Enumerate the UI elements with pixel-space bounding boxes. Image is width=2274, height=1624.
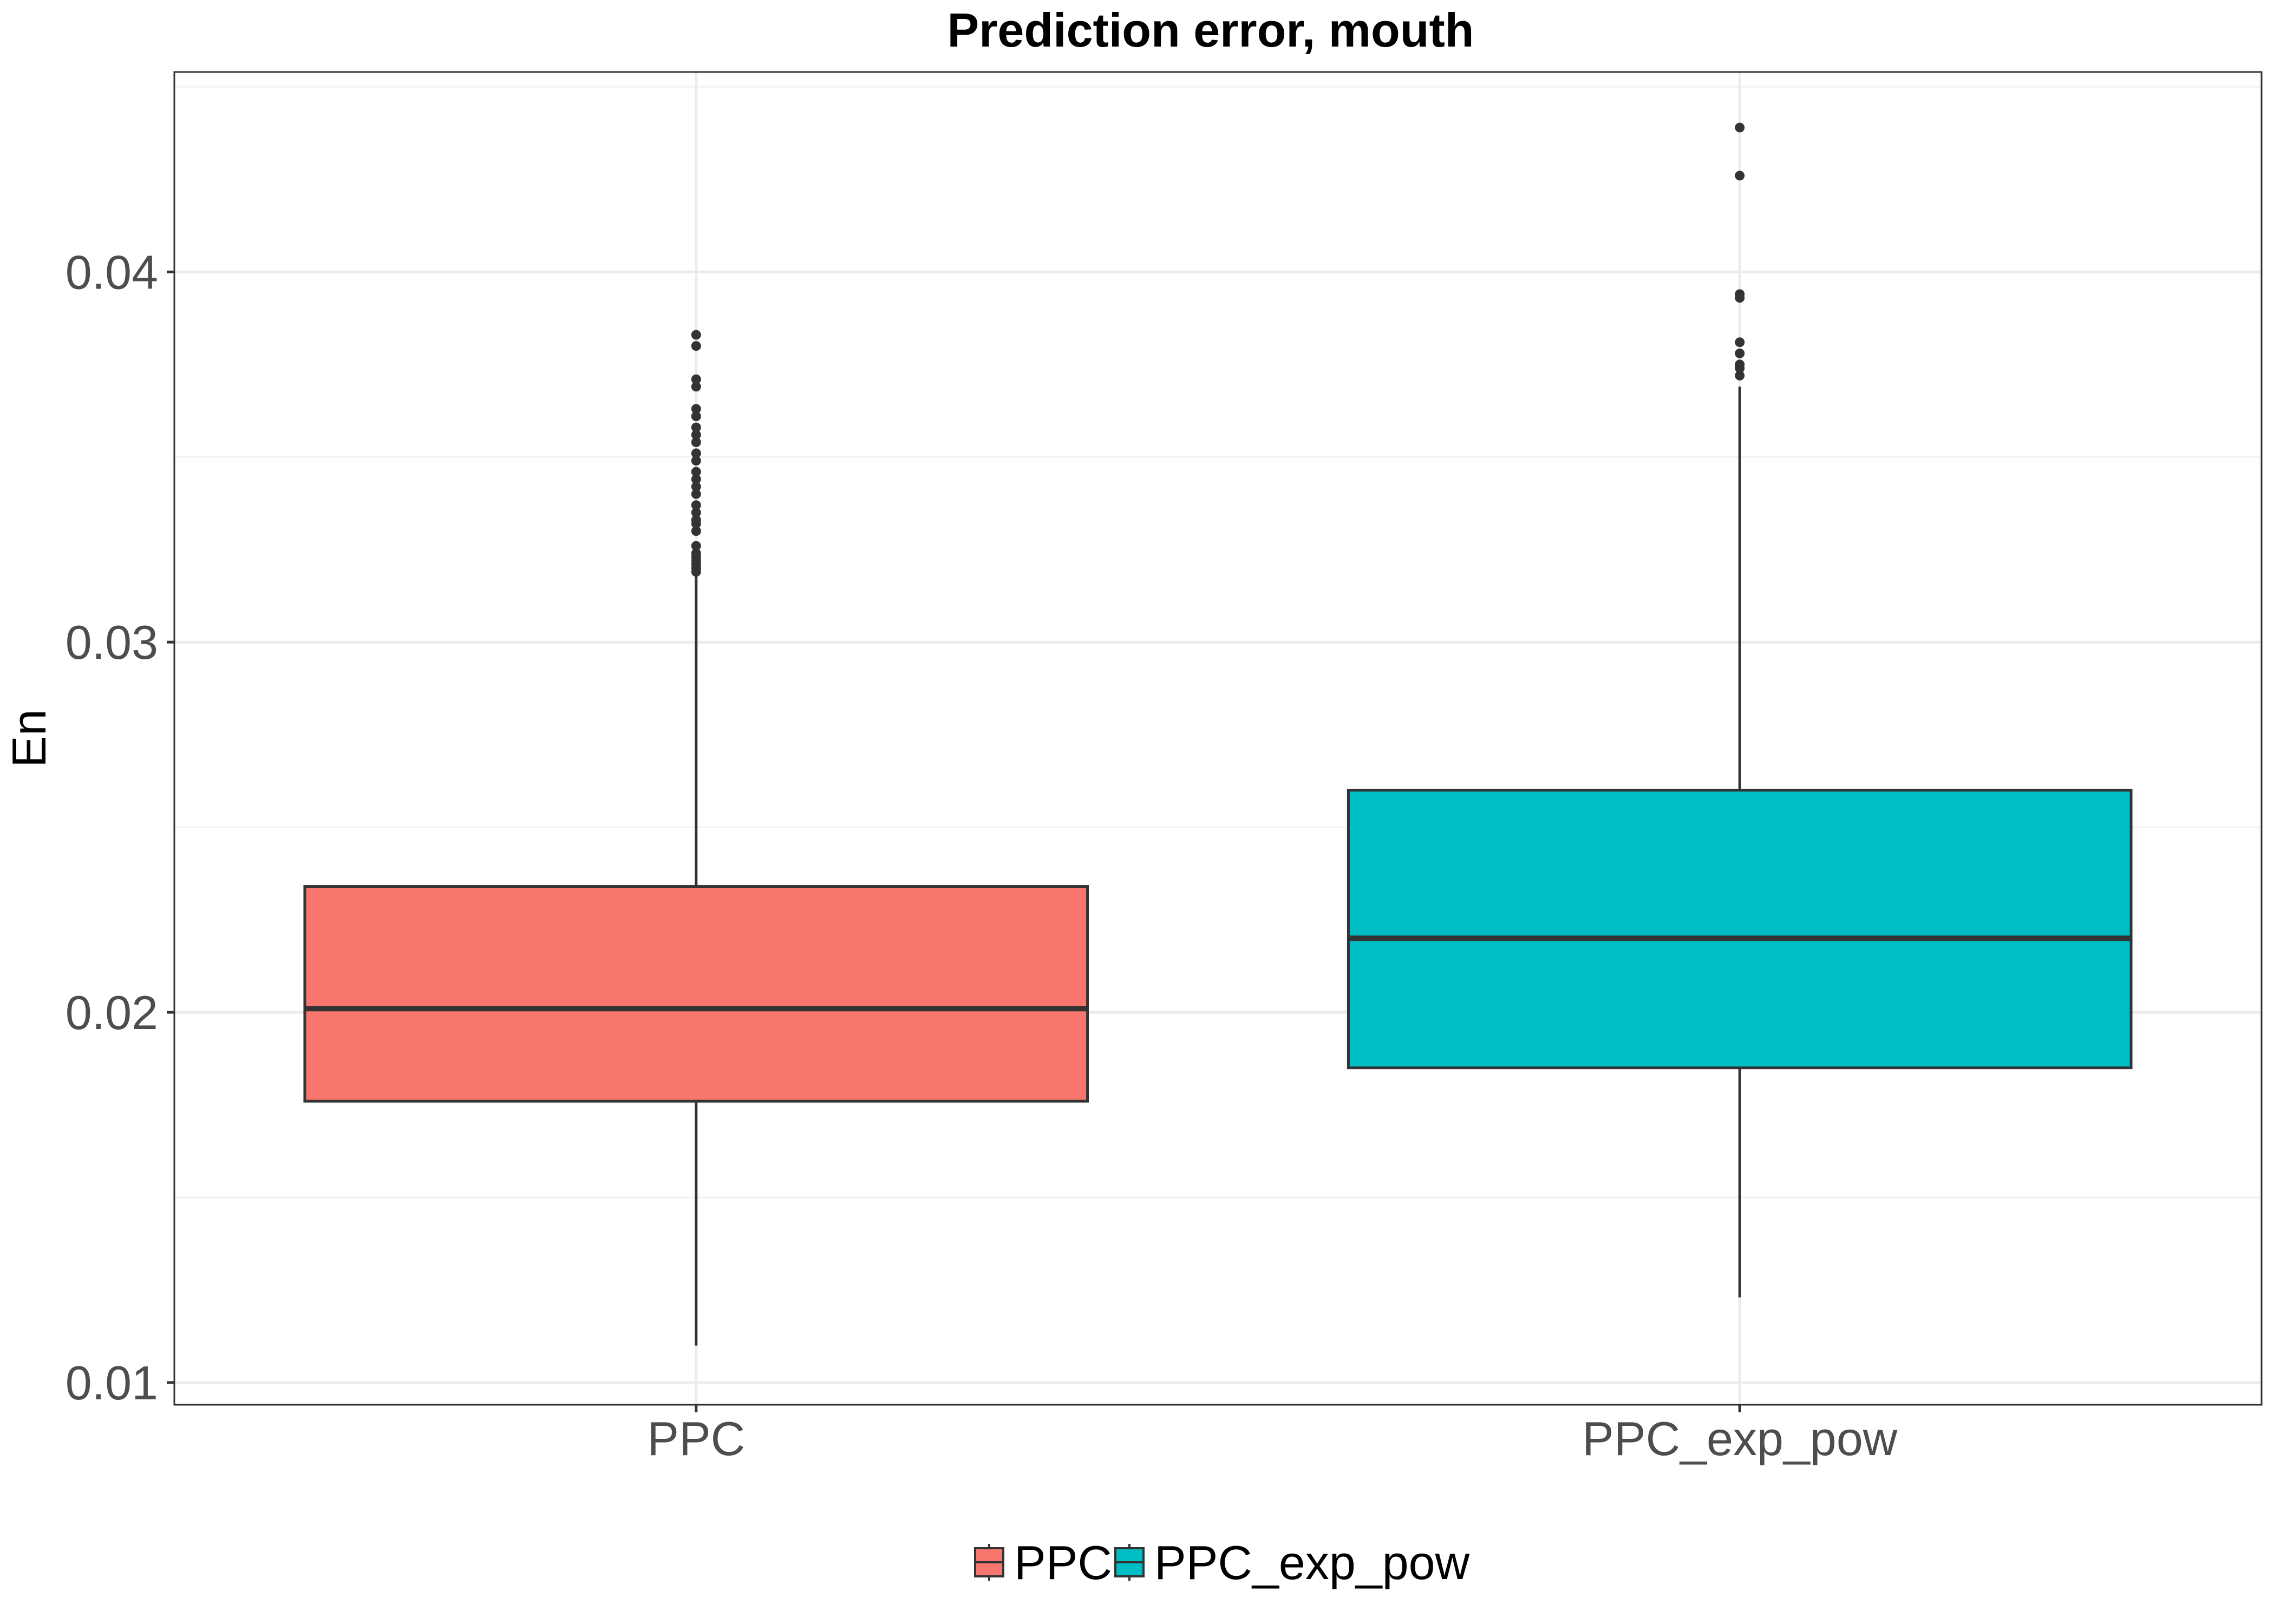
outlier-point [691,437,701,447]
y-tick-label: 0.03 [66,615,158,669]
outlier-point [691,467,701,477]
outlier-point [691,404,701,414]
outlier-point [691,422,701,433]
y-tick-label: 0.04 [66,245,158,299]
box-PPC [303,330,1089,1346]
y-tick-label: 0.01 [66,1356,158,1410]
box-series [303,122,2133,1346]
x-tick-label: PPC [647,1412,745,1465]
outlier-point [691,448,701,459]
outlier-point [691,548,701,559]
legend-item-PPC_exp_pow: PPC_exp_pow [1114,1536,1470,1589]
outlier-point [691,489,701,499]
outlier-point [1735,359,1745,370]
outlier-point [691,541,701,551]
outlier-point [1735,348,1745,358]
x-axis-ticks: PPC PPC_exp_pow [647,1405,1898,1465]
y-tick-label: 0.02 [66,986,158,1039]
outlier-point [691,456,701,466]
y-axis-ticks: 0.01 0.02 0.03 0.04 [66,245,174,1410]
x-tick-label: PPC_exp_pow [1582,1412,1898,1465]
chart-title: Prediction error, mouth [947,3,1474,57]
outlier-point [691,411,701,422]
outlier-point [691,500,701,510]
box-PPC_exp_pow [1347,122,2133,1298]
outlier-point [691,374,701,384]
outlier-point [691,515,701,525]
legend: PPC PPC_exp_pow [974,1536,1470,1589]
legend-item-PPC: PPC [974,1536,1112,1589]
outlier-point [691,481,701,492]
outlier-point [1735,337,1745,348]
plot-panel-border [173,71,2263,1406]
outlier-point [1735,289,1745,299]
outlier-point [691,430,701,440]
legend-label: PPC [1014,1536,1112,1589]
outlier-point [691,330,701,340]
outlier-point [1735,370,1745,381]
box-body [303,885,1089,1103]
box-body [1347,789,2133,1070]
outlier-point [691,474,701,484]
outlier-point [691,341,701,351]
legend-label: PPC_exp_pow [1154,1536,1470,1589]
outlier-point [1735,171,1745,181]
y-axis-title: En [2,709,56,768]
outlier-point [691,382,701,392]
outlier-point [1735,122,1745,133]
plot-grid [174,72,2262,1405]
outlier-point [691,507,701,518]
outlier-point [691,526,701,536]
